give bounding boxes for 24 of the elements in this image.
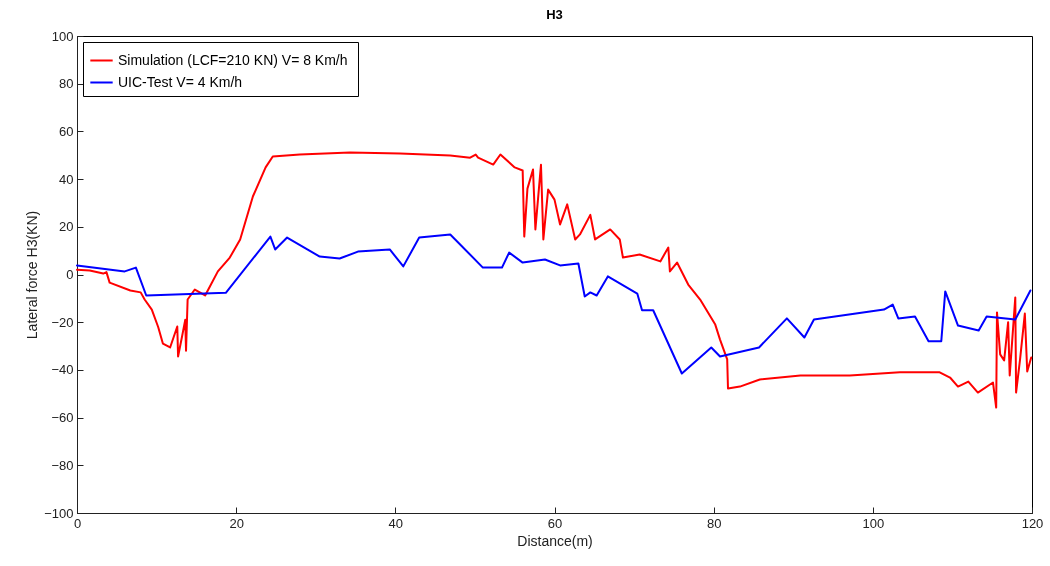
x-tick-label: 20	[229, 515, 244, 531]
legend-label: UIC-Test V= 4 Km/h	[118, 73, 243, 90]
y-tick-label: 80	[59, 76, 74, 92]
y-tick-label: −100	[44, 505, 74, 521]
y-tick-label: 40	[59, 171, 74, 187]
y-tick-label: 60	[59, 123, 74, 139]
x-tick-label: 120	[1021, 515, 1044, 531]
y-tick-label: 20	[59, 219, 74, 235]
x-axis-title: Distance(m)	[517, 532, 593, 549]
y-tick-label: 100	[51, 28, 74, 44]
x-tick-label: 80	[706, 515, 722, 531]
line-series	[76, 151, 1033, 409]
line-series	[76, 233, 1032, 375]
y-tick-label: −40	[51, 362, 74, 378]
y-tick-label: −80	[51, 457, 74, 473]
x-tick-label: 40	[388, 515, 404, 531]
y-tick-label: −60	[51, 410, 74, 426]
legend-label: Simulation (LCF=210 KN) V= 8 Km/h	[118, 51, 348, 68]
chart-title: H3	[546, 7, 563, 22]
y-tick-label: 0	[66, 267, 74, 282]
x-tick-label: 100	[862, 515, 885, 531]
y-axis-title: Lateral force H3(KN)	[24, 210, 41, 340]
x-tick-label: 60	[547, 515, 563, 531]
y-tick-label: −20	[51, 314, 74, 330]
